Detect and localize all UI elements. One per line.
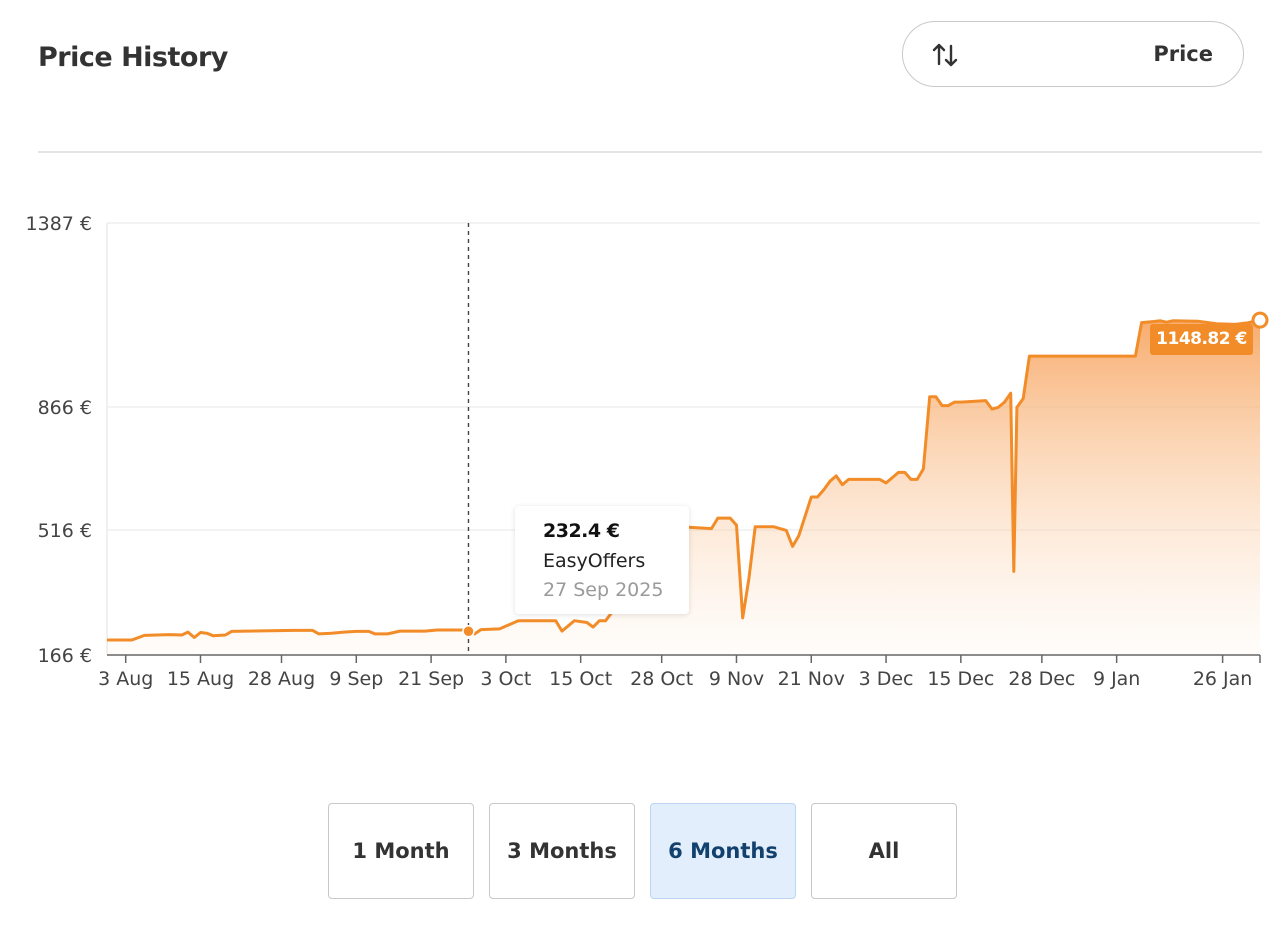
sort-button-label: Price <box>1153 42 1213 66</box>
x-tick-label: 3 Aug <box>98 668 153 690</box>
tooltip-price: 232.4 € <box>543 520 620 542</box>
page-title: Price History <box>38 42 228 73</box>
last-price-point <box>1251 311 1269 329</box>
x-tick-label: 9 Nov <box>709 668 764 690</box>
x-tick-label: 21 Sep <box>398 668 464 690</box>
range-button-label: 6 Months <box>668 839 778 863</box>
range-3-months-button[interactable]: 3 Months <box>489 803 635 899</box>
last-price-badge: 1148.82 € <box>1150 324 1253 355</box>
x-tick-label: 26 Jan <box>1193 668 1253 690</box>
range-1-month-button[interactable]: 1 Month <box>328 803 474 899</box>
divider <box>38 151 1262 153</box>
range-6-months-button[interactable]: 6 Months <box>650 803 796 899</box>
tooltip-date: 27 Sep 2025 <box>543 579 664 601</box>
price-area <box>107 320 1260 655</box>
x-tick-label: 21 Nov <box>778 668 845 690</box>
range-button-label: 1 Month <box>352 839 450 863</box>
range-all-button[interactable]: All <box>811 803 957 899</box>
x-axis-ticks: 3 Aug 15 Aug 28 Aug 9 Sep 21 Sep 3 Oct 15 Oct 2… <box>98 655 1261 690</box>
hover-point <box>462 625 475 638</box>
y-tick-label: 1387 € <box>26 213 92 235</box>
y-axis-labels: 1387 € 866 € 516 € 166 € <box>26 213 92 667</box>
price-line <box>107 318 1261 642</box>
x-tick-label: 28 Aug <box>248 668 315 690</box>
sort-button[interactable]: Price <box>902 21 1244 87</box>
tooltip-seller: EasyOffers <box>543 550 646 572</box>
x-tick-label: 9 Sep <box>329 668 383 690</box>
range-button-label: All <box>868 839 900 863</box>
x-tick-label: 15 Aug <box>167 668 234 690</box>
price-history-chart[interactable]: 1387 € 866 € 516 € 166 € 3 Aug 15 Aug 28 Aug 9… <box>0 190 1280 710</box>
sort-arrows-icon <box>932 43 958 67</box>
x-tick-label: 28 Oct <box>630 668 693 690</box>
x-tick-label: 15 Oct <box>549 668 612 690</box>
x-tick-label: 9 Jan <box>1093 668 1140 690</box>
x-tick-label: 28 Dec <box>1008 668 1075 690</box>
y-tick-label: 166 € <box>38 645 92 667</box>
x-tick-label: 15 Dec <box>927 668 994 690</box>
price-tooltip: 232.4 € EasyOffers 27 Sep 2025 <box>515 506 689 614</box>
range-button-label: 3 Months <box>507 839 617 863</box>
x-tick-label: 3 Dec <box>859 668 914 690</box>
header: Price History Price <box>38 0 1246 120</box>
y-tick-label: 516 € <box>38 520 92 542</box>
y-tick-label: 866 € <box>38 397 92 419</box>
x-tick-label: 3 Oct <box>480 668 531 690</box>
